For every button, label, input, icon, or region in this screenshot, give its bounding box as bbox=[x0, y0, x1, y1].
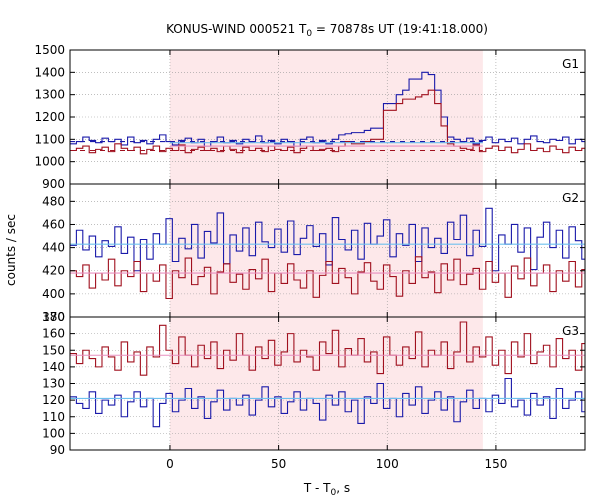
chart-title-prefix: KONUS-WIND 000521 T bbox=[166, 22, 307, 36]
y-tick-label: 1000 bbox=[34, 155, 65, 169]
x-tick-label: 50 bbox=[271, 457, 286, 471]
panel-label: G2 bbox=[562, 191, 579, 205]
series-line-g3-1 bbox=[70, 377, 585, 428]
x-tick-label: 150 bbox=[484, 457, 507, 471]
panel-g1: 900 1000 1100 1200 1300 1400 1500 G1 bbox=[34, 43, 586, 191]
y-tick-label: 480 bbox=[42, 194, 65, 208]
panels-group: 900100011001200130014001500G138040042044… bbox=[34, 43, 586, 471]
y-tick-label: 1500 bbox=[34, 43, 65, 57]
x-axis-label: T - T0, s bbox=[303, 481, 350, 498]
y-tick-label: 150 bbox=[42, 343, 65, 357]
y-tick-label: 1400 bbox=[34, 65, 65, 79]
series-line-g2-0 bbox=[70, 207, 585, 272]
y-tick-label: 400 bbox=[42, 287, 65, 301]
y-tick-label: 460 bbox=[42, 217, 65, 231]
y-tick-label: 380 bbox=[42, 310, 65, 324]
y-tick-label: 900 bbox=[42, 177, 65, 191]
y-tick-label: 110 bbox=[42, 410, 65, 424]
chart-title: KONUS-WIND 000521 T0 = 70878s UT (19:41:… bbox=[166, 22, 488, 39]
y-tick-label: 1100 bbox=[34, 132, 65, 146]
y-tick-label: 440 bbox=[42, 241, 65, 255]
y-tick-label: 1300 bbox=[34, 88, 65, 102]
y-tick-label: 90 bbox=[50, 443, 65, 457]
x-tick-label: 100 bbox=[376, 457, 399, 471]
highlight-interval bbox=[169, 317, 483, 450]
y-tick-label: 120 bbox=[42, 393, 65, 407]
panel-label: G1 bbox=[562, 57, 579, 71]
y-axis-label: counts / sec bbox=[4, 214, 18, 286]
y-tick-label: 140 bbox=[42, 360, 65, 374]
series-line-g1-0 bbox=[70, 71, 585, 147]
x-axis-label-subscript: 0 bbox=[331, 488, 337, 498]
series-line-g2-1 bbox=[70, 256, 585, 300]
y-tick-label: 170 bbox=[42, 310, 65, 324]
y-tick-label: 1200 bbox=[34, 110, 65, 124]
series-group bbox=[70, 207, 585, 300]
series-group bbox=[70, 321, 585, 428]
y-tick-label: 100 bbox=[42, 426, 65, 440]
y-tick-label: 160 bbox=[42, 327, 65, 341]
x-axis-label-suffix: , s bbox=[336, 481, 350, 495]
chart-title-subscript: 0 bbox=[306, 29, 312, 39]
panel-label: G3 bbox=[562, 324, 579, 338]
panel-g2: 380 400 420 440 460 480 G2 bbox=[42, 183, 586, 324]
y-tick-label: 130 bbox=[42, 377, 65, 391]
x-tick-label: 0 bbox=[166, 457, 174, 471]
y-tick-label: 420 bbox=[42, 264, 65, 278]
panel-g3: 90 100 110 120 130 140 150 160 170 G3 bbox=[42, 310, 586, 457]
chart-title-suffix: = 70878s UT (19:41:18.000) bbox=[312, 22, 488, 36]
highlight-interval bbox=[169, 50, 483, 184]
x-axis-label-prefix: T - T bbox=[303, 481, 331, 495]
